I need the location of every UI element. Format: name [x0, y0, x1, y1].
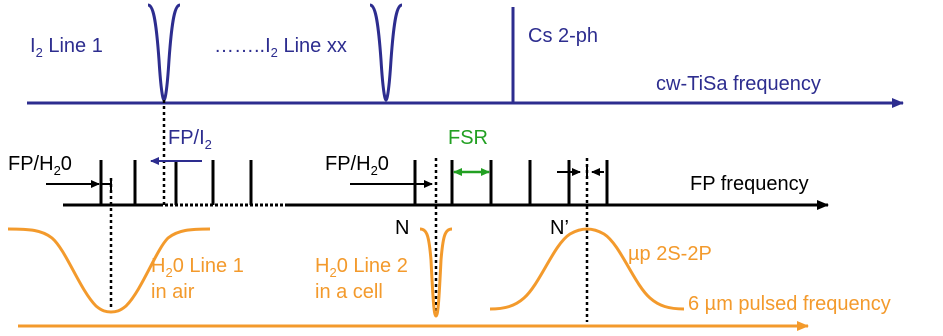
i2-linexx-dip: [369, 3, 403, 102]
fp-h2o-left-label: FP/H20: [8, 153, 72, 178]
cs-2ph-label: Cs 2-ph: [528, 25, 598, 47]
h2o-line2-profile: [419, 227, 453, 318]
i2-line1-label: I2 Line 1: [30, 35, 103, 60]
pulsed-label: 6 µm pulsed frequency: [688, 293, 891, 315]
n-label: N: [395, 217, 409, 239]
h2o-line1-label-2: in air: [151, 281, 195, 303]
i2-linexx-label: ……..I2 Line xx: [214, 35, 347, 60]
cw-tisa-label: cw-TiSa frequency: [656, 73, 821, 95]
fp-i2-label: FP/I2: [168, 127, 212, 152]
fsr-label: FSR: [448, 127, 488, 149]
h2o-line1-label: H20 Line 1: [151, 255, 244, 280]
mup-profile: [489, 227, 685, 311]
mup-label: µp 2S-2P: [628, 243, 712, 265]
i2-line1-dip: [147, 3, 181, 102]
fp-frequency-label: FP frequency: [690, 173, 809, 195]
n-prime-label: N’: [550, 217, 569, 239]
fp-h2o-mid-label: FP/H20: [325, 153, 389, 178]
h2o-line2-label-2: in a cell: [315, 281, 383, 303]
h2o-line1-profile: [7, 227, 211, 314]
h2o-line2-label: H20 Line 2: [315, 255, 408, 280]
